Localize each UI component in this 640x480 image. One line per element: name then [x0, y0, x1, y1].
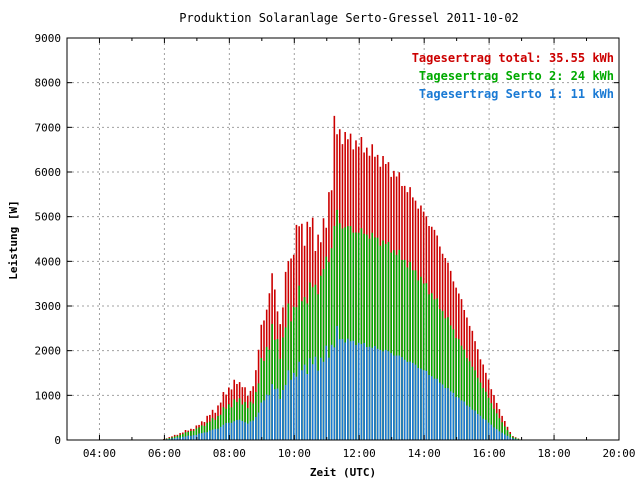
x-tick-label: 14:00 [408, 447, 441, 460]
x-tick-label: 08:00 [213, 447, 246, 460]
y-tick-label: 7000 [35, 121, 62, 134]
bars [163, 115, 522, 440]
legend-entry-serto-1: Tagesertrag Serto 1: 11 kWh [419, 87, 614, 101]
y-axis-label: Leistung [W] [7, 200, 20, 279]
x-tick-label: 04:00 [83, 447, 116, 460]
y-tick-label: 0 [54, 434, 61, 447]
y-tick-label: 8000 [35, 77, 62, 90]
x-tick-label: 16:00 [473, 447, 506, 460]
y-tick-label: 5000 [35, 211, 62, 224]
legend-entry-serto-2: Tagesertrag Serto 2: 24 kWh [419, 69, 614, 83]
x-tick-label: 20:00 [602, 447, 635, 460]
chart-title: Produktion Solaranlage Serto-Gressel 201… [179, 11, 519, 25]
y-tick-label: 9000 [35, 32, 62, 45]
y-tick-label: 4000 [35, 255, 62, 268]
plot-frame [66, 37, 620, 441]
legend: Tagesertrag total: 35.55 kWh Tagesertrag… [412, 51, 614, 101]
y-tick-label: 6000 [35, 166, 62, 179]
y-tick-label: 1000 [35, 389, 62, 402]
x-tick-label: 06:00 [148, 447, 181, 460]
x-axis-label: Zeit (UTC) [310, 466, 376, 479]
y-tick-label: 3000 [35, 300, 62, 313]
x-tick-label: 12:00 [343, 447, 376, 460]
legend-entry-total: Tagesertrag total: 35.55 kWh [412, 51, 614, 65]
x-tick-label: 18:00 [537, 447, 570, 460]
y-tick-label: 2000 [35, 345, 62, 358]
x-tick-label: 10:00 [278, 447, 311, 460]
axes [66, 37, 620, 441]
tick-labels: 0 1000 2000 3000 4000 5000 6000 7000 8000 9000 04:… [35, 32, 636, 460]
